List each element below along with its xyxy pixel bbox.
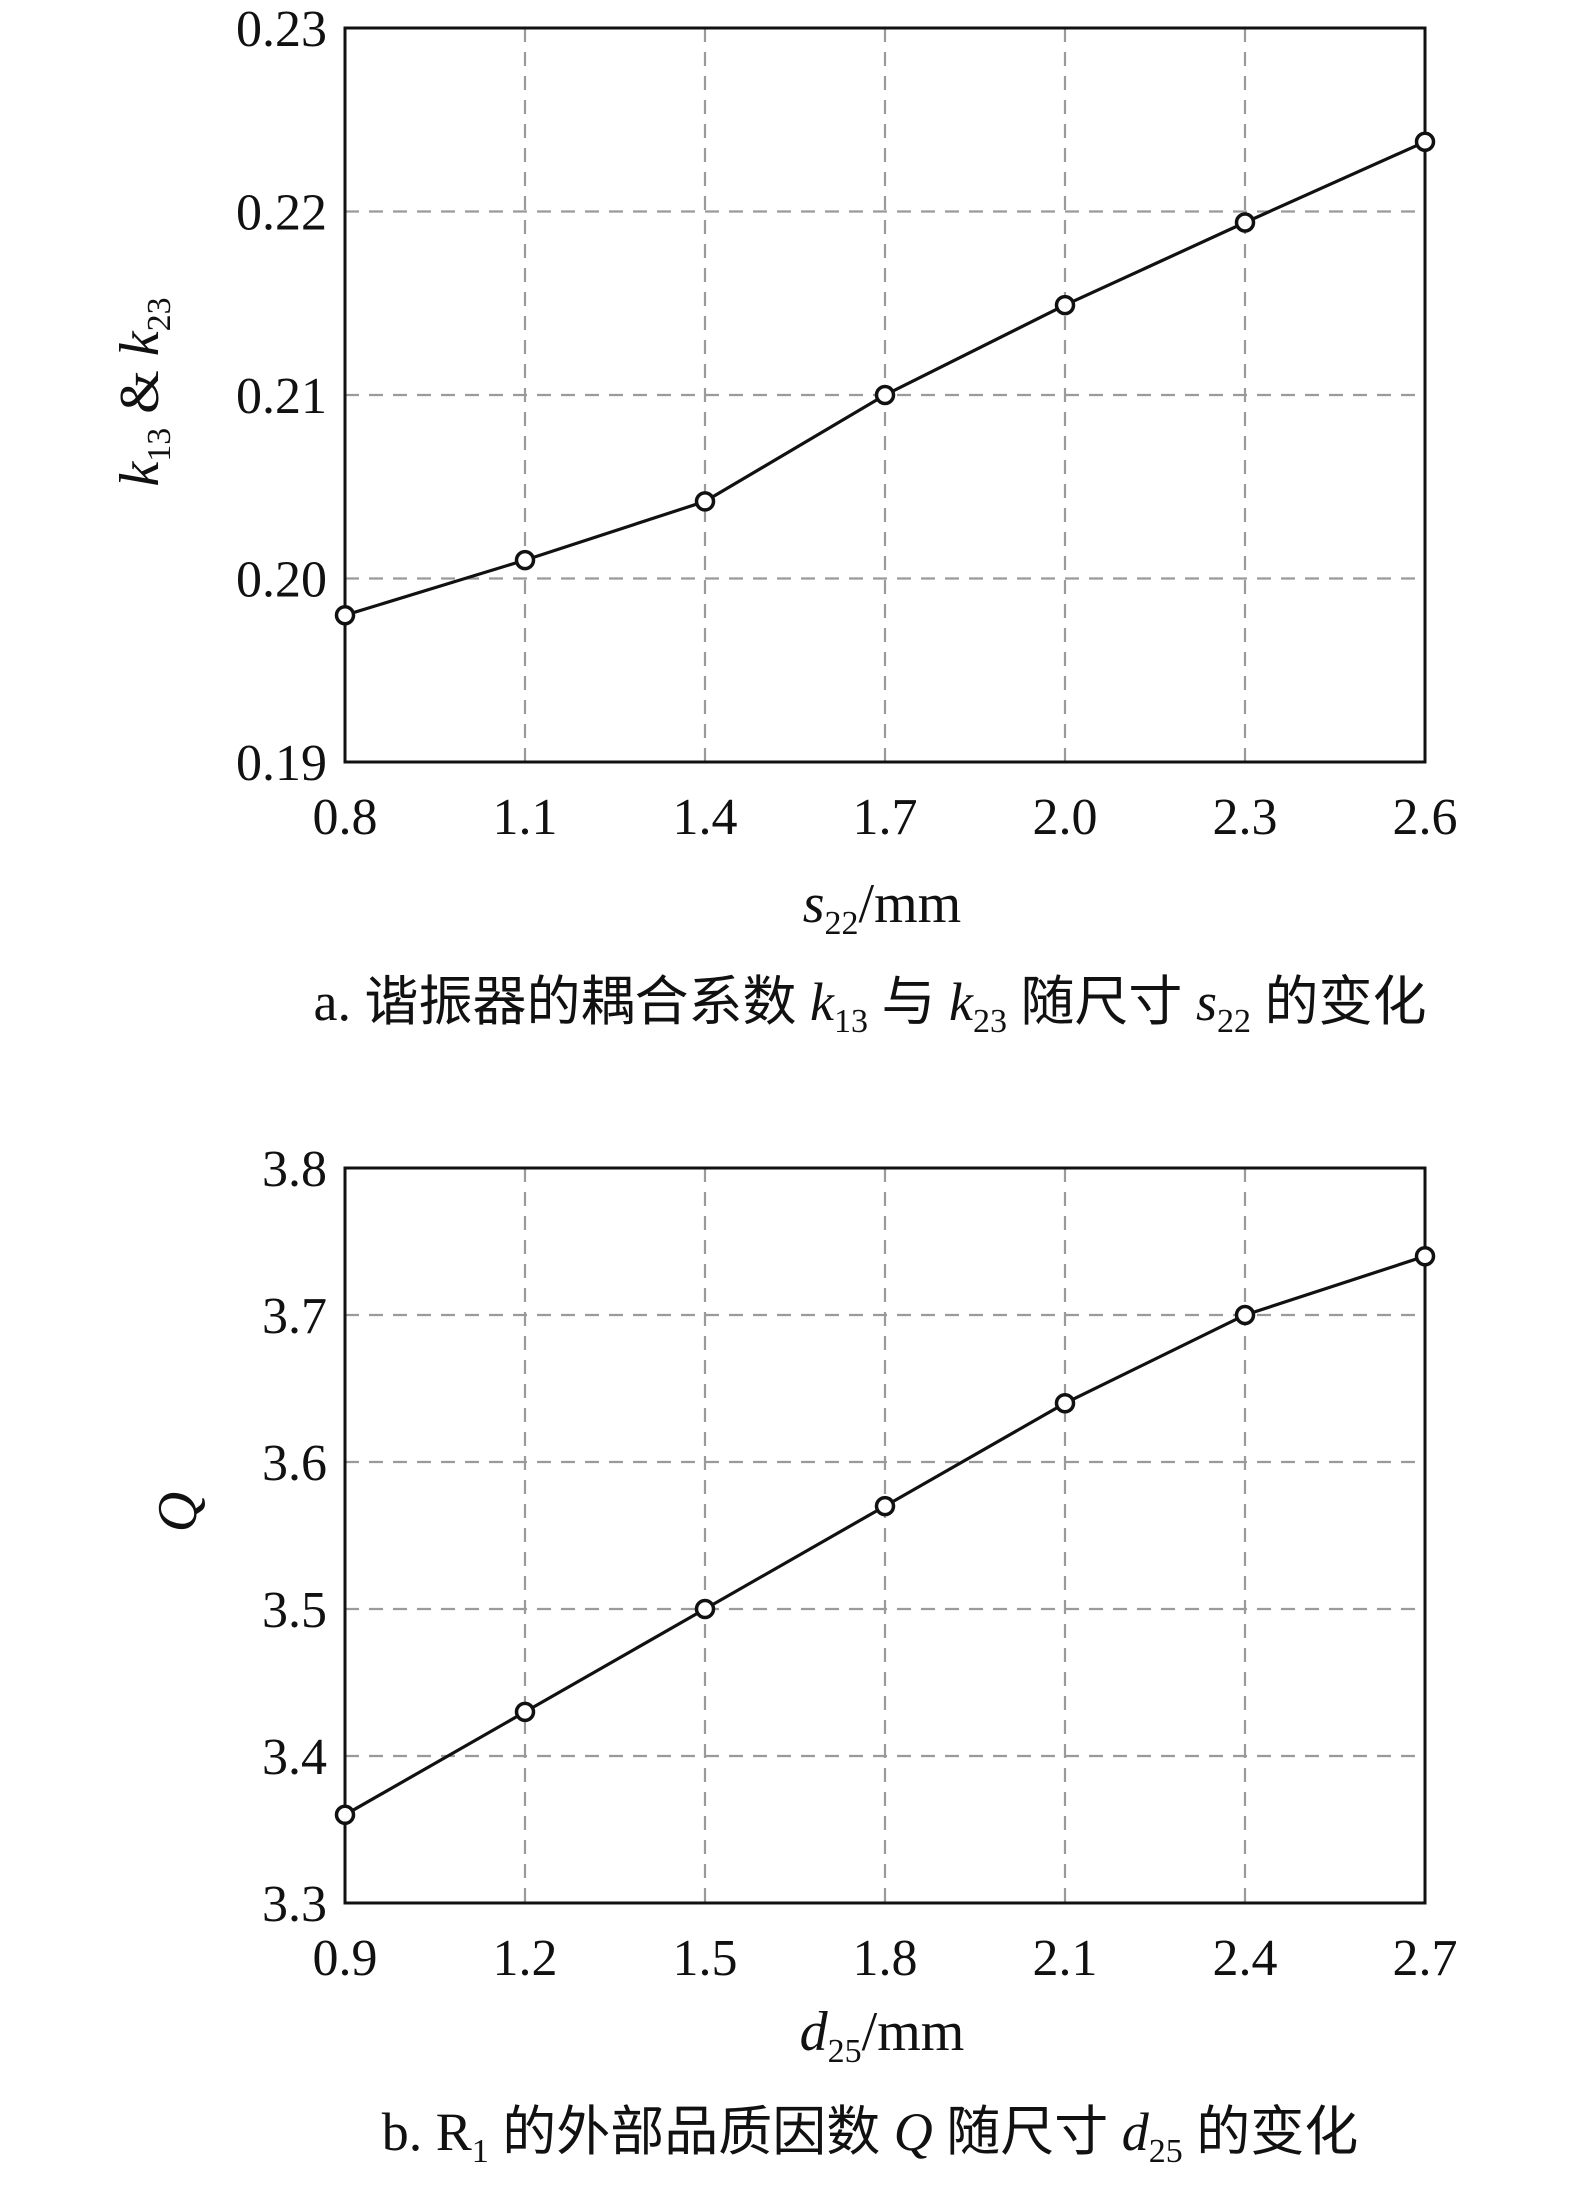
chart-a-x-ticks: 0.8 1.1 1.4 1.7 2.0 2.3 2.6 <box>313 789 1458 846</box>
chart-a-y-axis-label: k13 & k23 <box>109 297 178 486</box>
chart-b-grid <box>345 1168 1425 1903</box>
chart-a-x-tick-label: 2.0 <box>1033 789 1098 846</box>
chart-a-data-point <box>874 384 896 406</box>
chart-b-y-tick-label: 3.3 <box>262 1876 327 1933</box>
chart-b-x-tick-label: 2.7 <box>1393 1930 1458 1987</box>
chart-b-x-tick-label: 2.1 <box>1033 1930 1098 1987</box>
chart-a-data-point <box>694 491 716 512</box>
chart-a-y-tick-label: 0.20 <box>236 552 327 609</box>
chart-b-x-ticks: 0.9 1.2 1.5 1.8 2.1 2.4 2.7 <box>313 1930 1458 1987</box>
chart-b-x-tick-label: 1.5 <box>673 1930 738 1987</box>
chart-a-data-point <box>1414 131 1436 153</box>
chart-b-data-point <box>1414 1245 1436 1267</box>
chart-a-x-tick-label: 1.1 <box>493 789 558 846</box>
chart-a-x-axis-label: s22/mm <box>803 873 961 942</box>
chart-a-y-ticks: 0.19 0.20 0.21 0.22 0.23 <box>236 1 327 792</box>
chart-b-markers <box>334 1245 1436 1826</box>
chart-b-data-point <box>874 1495 896 1517</box>
chart-b-plot-frame <box>343 1166 1427 1905</box>
chart-b-y-tick-label: 3.5 <box>262 1582 327 1639</box>
chart-b-data-point <box>694 1598 716 1620</box>
chart-a-y-tick-label: 0.21 <box>236 368 327 425</box>
chart-a-x-tick-label: 2.6 <box>1393 789 1458 846</box>
chart-a-y-tick-label: 0.19 <box>236 735 327 792</box>
chart-a-x-tick-label: 0.8 <box>313 789 378 846</box>
chart-a: 0.19 0.20 0.21 0.22 0.23 0.8 1.1 1.4 1.7 2.0 2.3 2… <box>109 1 1458 1040</box>
chart-b-data-point <box>1054 1392 1076 1414</box>
chart-b-x-tick-label: 2.4 <box>1213 1930 1278 1987</box>
chart-a-data-point <box>1054 294 1076 316</box>
chart-b-data-point <box>334 1804 356 1826</box>
chart-a-x-tick-label: 1.4 <box>673 789 738 846</box>
chart-b-x-tick-label: 0.9 <box>313 1930 378 1987</box>
chart-a-data-point <box>1234 212 1256 233</box>
chart-a-data-point <box>514 549 536 571</box>
chart-b-caption: b. R1 的外部品质因数 Q 随尺寸 d25 的变化 <box>382 2102 1359 2170</box>
chart-a-plot-frame <box>343 26 1427 764</box>
chart-b-y-tick-label: 3.4 <box>262 1729 327 1786</box>
chart-b-x-tick-label: 1.2 <box>493 1930 558 1987</box>
chart-a-data-point <box>334 604 356 626</box>
chart-a-y-tick-label: 0.22 <box>236 185 327 242</box>
chart-a-markers <box>334 131 1436 626</box>
chart-a-caption: a. 谐振器的耦合系数 k13 与 k23 随尺寸 s22 的变化 <box>314 972 1427 1040</box>
chart-b-y-axis-label: Q <box>147 1492 209 1532</box>
chart-b-y-ticks: 3.3 3.4 3.5 3.6 3.7 3.8 <box>262 1141 327 1933</box>
chart-b-data-point <box>514 1701 536 1723</box>
chart-b-y-tick-label: 3.7 <box>262 1288 327 1345</box>
chart-a-x-tick-label: 2.3 <box>1213 789 1278 846</box>
chart-b-x-axis-label: d25/mm <box>800 2001 965 2070</box>
chart-b-y-tick-label: 3.8 <box>262 1141 327 1198</box>
chart-b-data-point <box>1234 1304 1256 1326</box>
chart-b-x-tick-label: 1.8 <box>853 1930 918 1987</box>
chart-a-y-tick-label: 0.23 <box>236 1 327 58</box>
chart-a-x-tick-label: 1.7 <box>853 789 918 846</box>
chart-b-y-tick-label: 3.6 <box>262 1435 327 1492</box>
chart-b: 3.3 3.4 3.5 3.6 3.7 3.8 0.9 1.2 1.5 1.8 2.1 2.4 2.7… <box>147 1141 1458 2170</box>
